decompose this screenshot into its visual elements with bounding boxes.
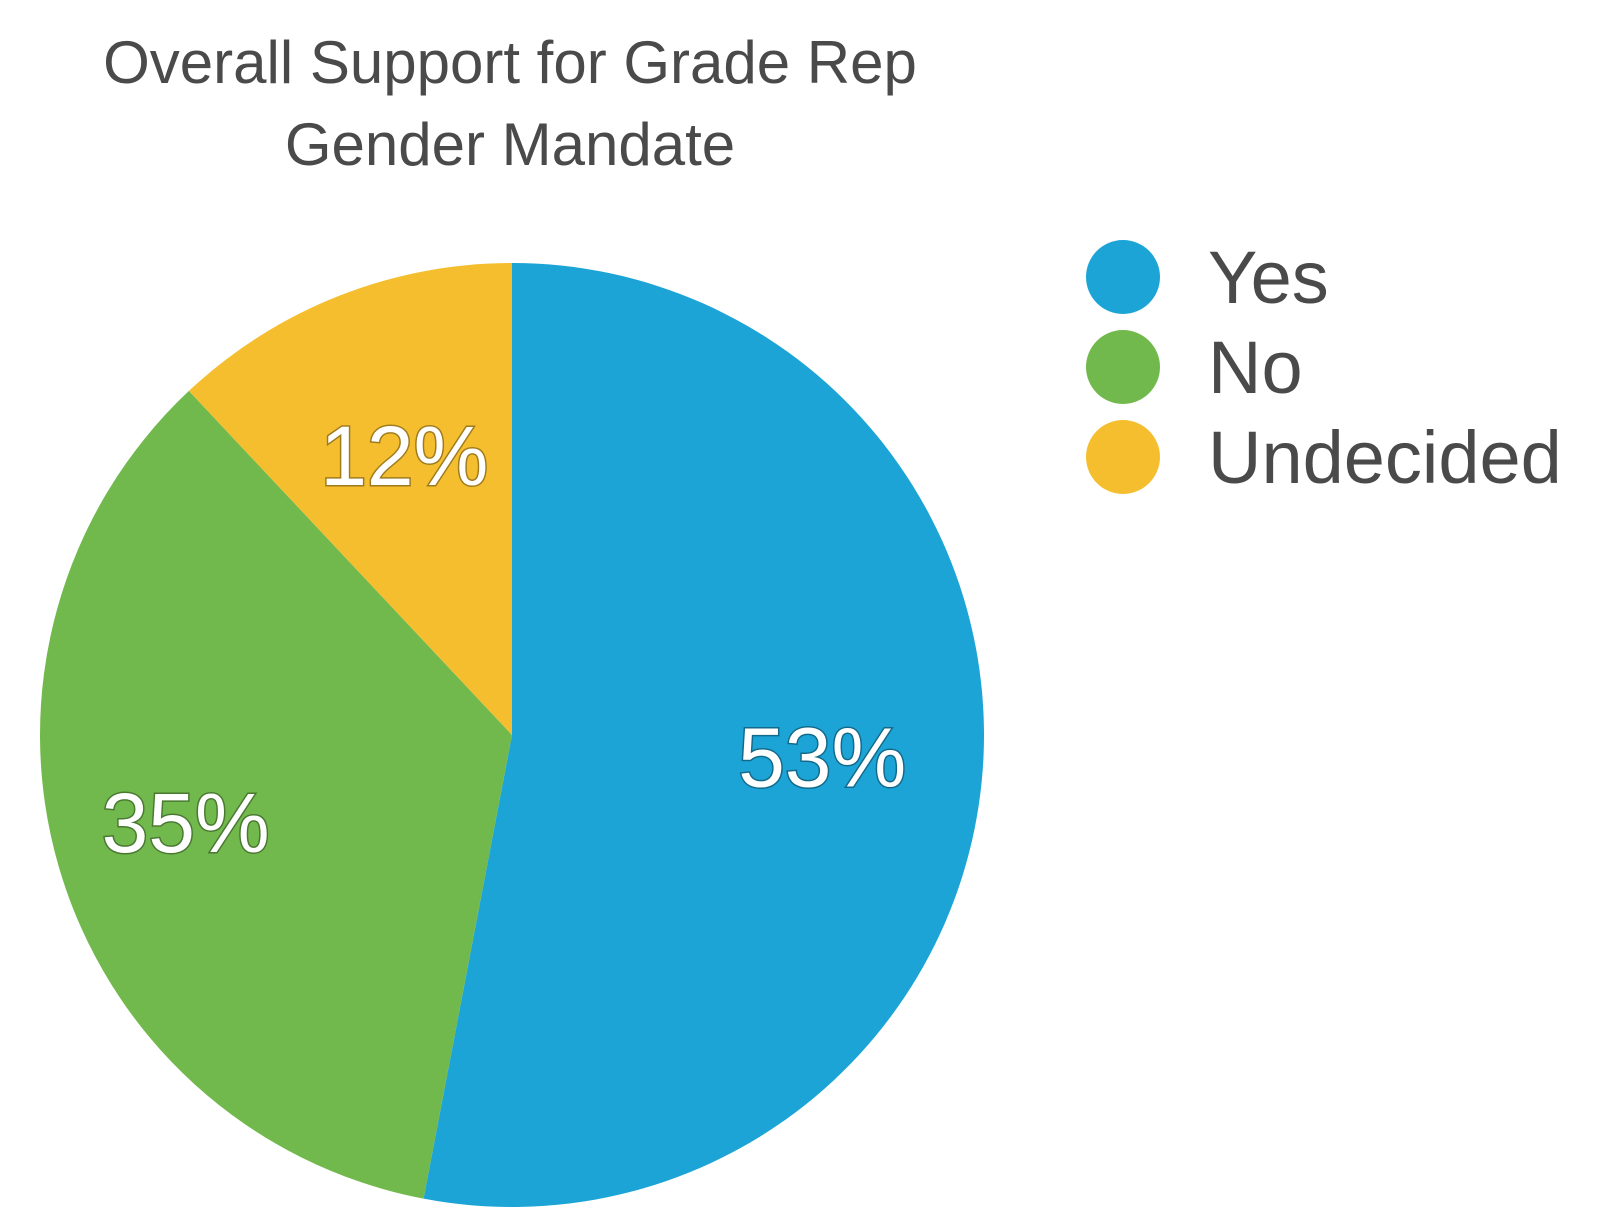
legend-item-yes: Yes	[1086, 232, 1562, 322]
legend-swatch-yes	[1086, 240, 1160, 314]
pie-slice-no	[40, 390, 513, 1199]
legend-item-no: No	[1086, 322, 1562, 412]
legend-label-undecided: Undecided	[1208, 415, 1562, 499]
chart-title-line-1: Overall Support for Grade Rep	[103, 29, 917, 96]
slice-label-no: 35%	[102, 776, 270, 870]
chart-title-line-2: Gender Mandate	[284, 111, 736, 178]
legend-item-undecided: Undecided	[1086, 412, 1562, 502]
chart-title: Overall Support for Grade Rep Gender Man…	[0, 22, 1020, 186]
legend-label-no: No	[1208, 325, 1303, 409]
slice-label-undecided: 12%	[320, 409, 488, 503]
pie-slice-yes	[423, 263, 985, 1207]
pie-slice-undecided	[188, 263, 512, 735]
legend-swatch-no	[1086, 330, 1160, 404]
legend: Yes No Undecided	[1086, 232, 1562, 502]
slice-label-yes: 53%	[738, 711, 906, 805]
legend-swatch-undecided	[1086, 420, 1160, 494]
legend-label-yes: Yes	[1208, 235, 1329, 319]
